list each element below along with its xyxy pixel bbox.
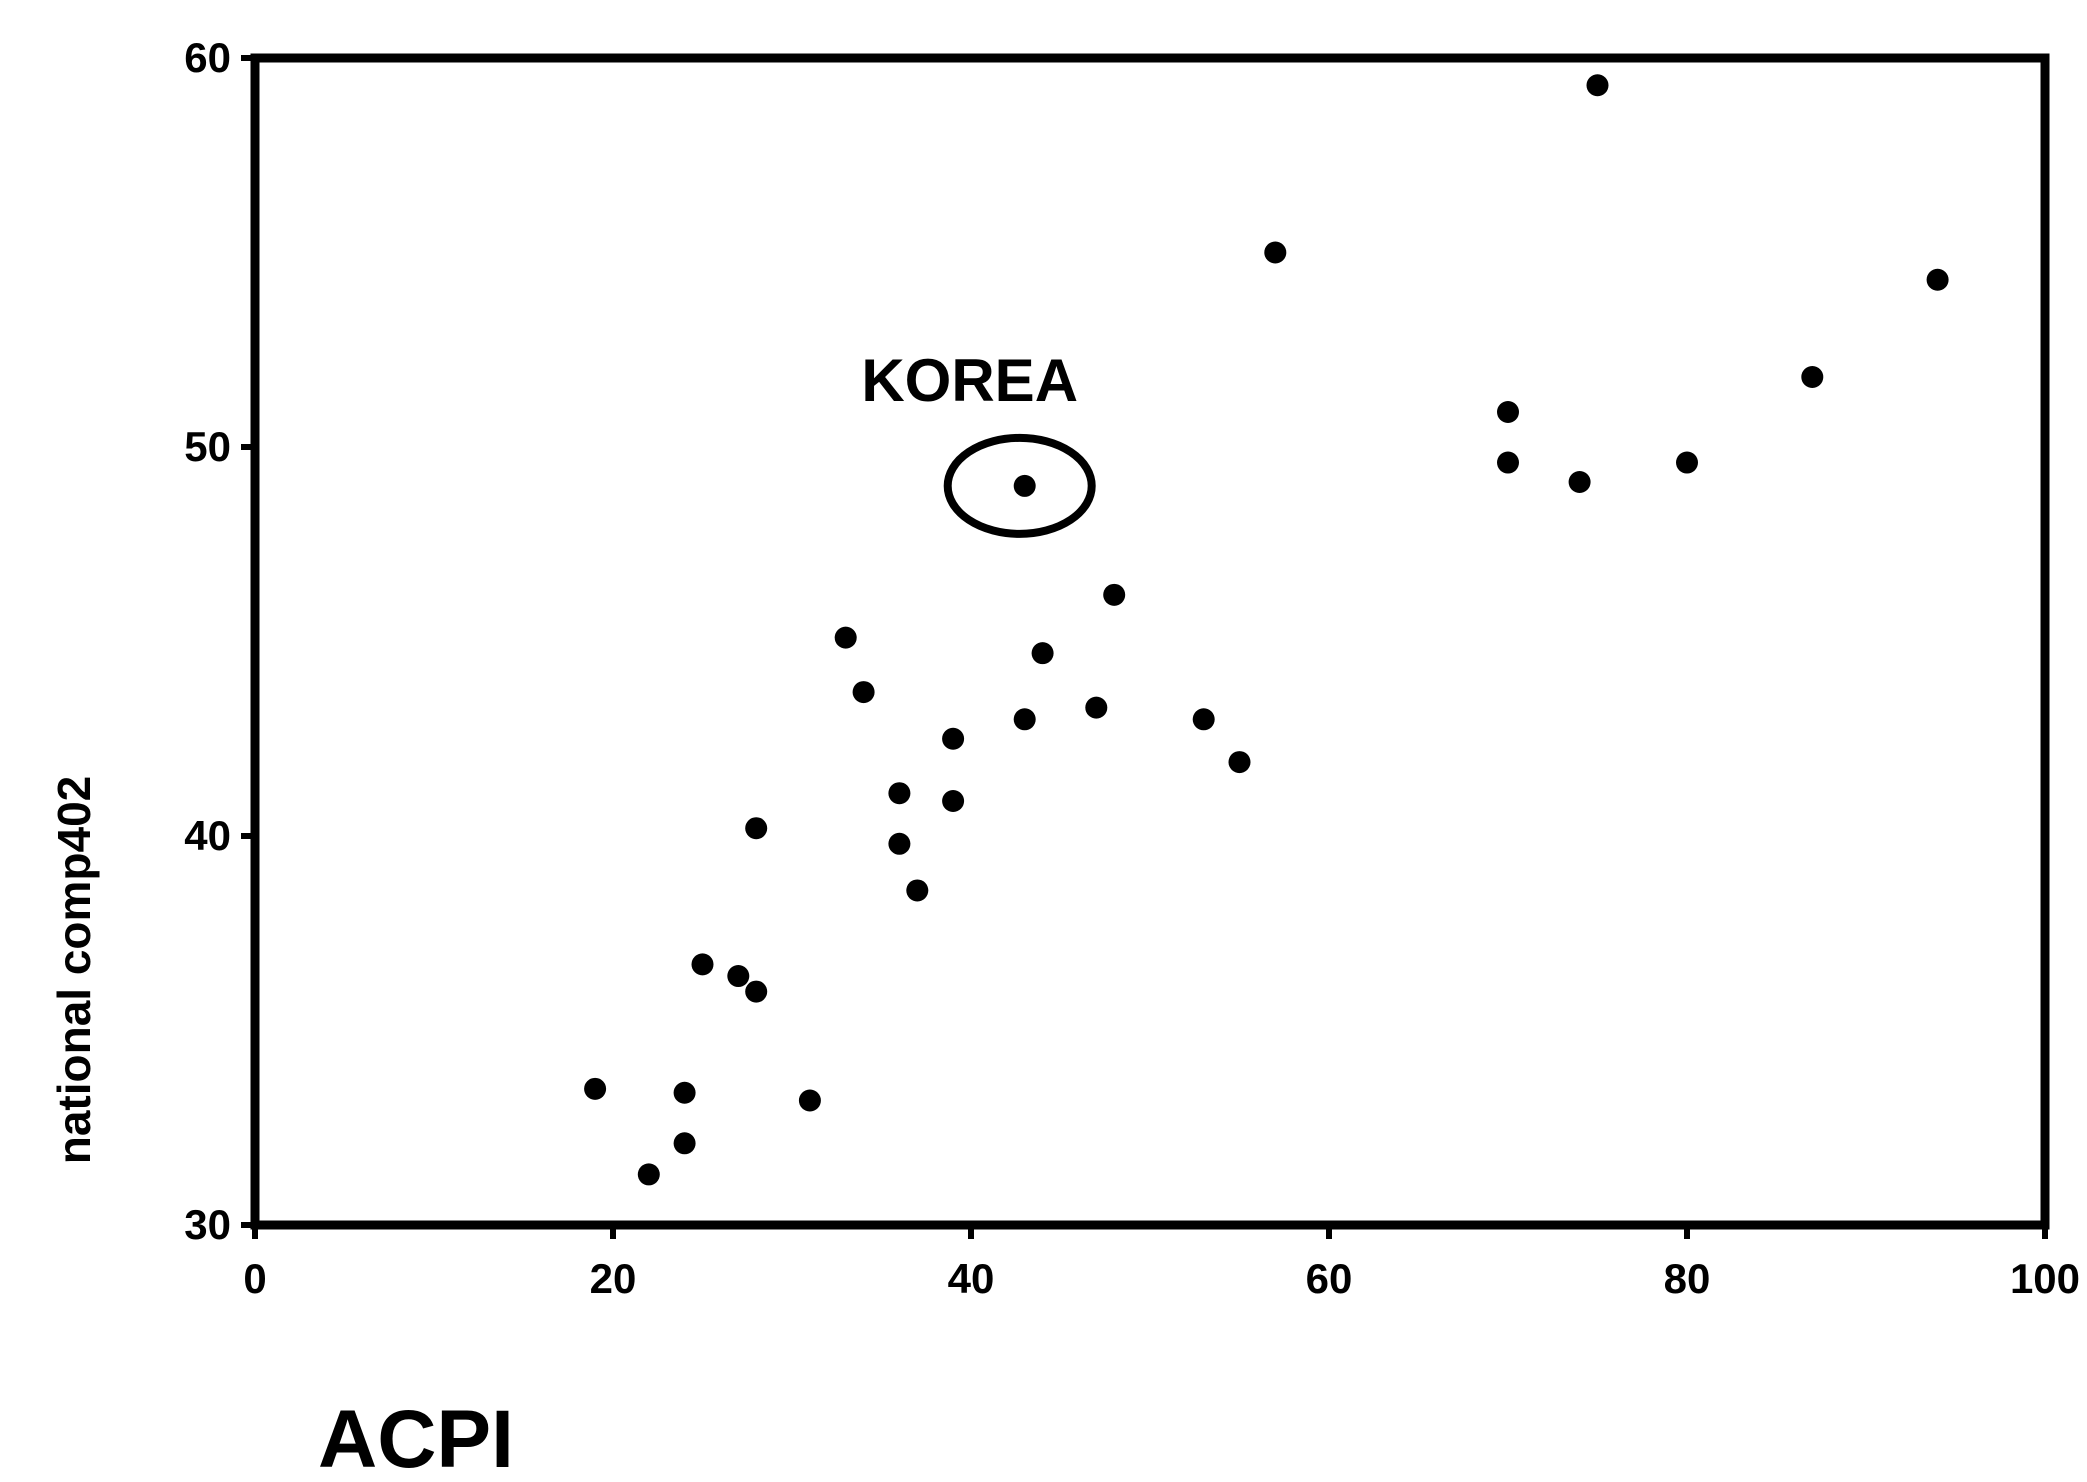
- data-point: [852, 681, 875, 704]
- data-point: [584, 1077, 607, 1100]
- x-tick-label: 0: [243, 1255, 266, 1302]
- data-point: [942, 789, 965, 812]
- data-point: [1103, 583, 1126, 606]
- x-tick-label: 40: [948, 1255, 995, 1302]
- data-point: [673, 1081, 696, 1104]
- y-tick-label: 30: [184, 1201, 231, 1248]
- data-point: [637, 1163, 660, 1186]
- data-point: [1801, 365, 1824, 388]
- data-point: [1676, 451, 1698, 474]
- y-tick-label: 50: [184, 423, 231, 470]
- x-tick-label: 60: [1306, 1255, 1353, 1302]
- data-point: [1568, 471, 1591, 494]
- data-points: [584, 74, 1949, 1186]
- annotations: KOREA: [861, 347, 1096, 538]
- data-point: [1228, 751, 1251, 774]
- data-point: [1497, 400, 1519, 423]
- data-point: [745, 980, 768, 1003]
- data-point: [1497, 451, 1519, 474]
- data-point: [1926, 268, 1949, 291]
- data-point: [1013, 474, 1036, 497]
- data-point: [1031, 642, 1054, 665]
- x-tick-label: 20: [590, 1255, 637, 1302]
- data-point: [673, 1132, 696, 1155]
- axis-ticks: 0 20 40 60 80 100 30 40 50 60: [184, 34, 2080, 1302]
- highlight-ellipse: [943, 433, 1096, 538]
- plot-frame: [250, 53, 2050, 1230]
- data-point: [1264, 241, 1287, 264]
- y-tick-label: 60: [184, 34, 231, 81]
- data-point: [888, 782, 911, 805]
- data-point: [1192, 708, 1215, 731]
- data-point: [691, 953, 714, 976]
- data-point: [888, 832, 911, 855]
- data-point: [1085, 696, 1108, 719]
- data-point: [798, 1089, 821, 1112]
- x-axis-title: ACPI: [318, 1394, 514, 1482]
- data-point: [745, 817, 768, 840]
- x-tick-label: 100: [2010, 1255, 2080, 1302]
- data-point: [1013, 708, 1036, 731]
- data-point: [834, 626, 857, 649]
- annotation-label: KOREA: [861, 347, 1078, 414]
- y-tick-label: 40: [184, 812, 231, 859]
- data-point: [727, 965, 750, 988]
- data-point: [906, 879, 929, 902]
- x-tick-label: 80: [1664, 1255, 1711, 1302]
- data-point: [1586, 74, 1609, 97]
- data-point: [942, 727, 965, 750]
- y-axis-title: national comp402: [48, 776, 100, 1165]
